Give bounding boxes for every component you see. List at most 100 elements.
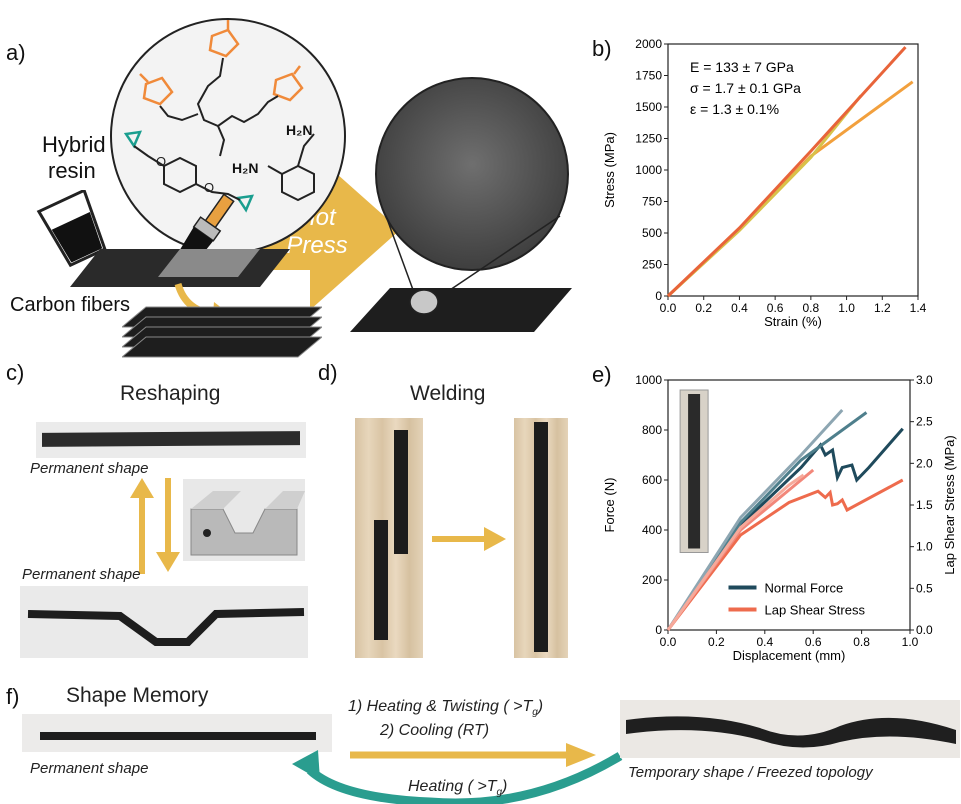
y-tick-label: 1250 <box>635 132 662 146</box>
permanent-strip-photo <box>22 714 332 752</box>
caption-permanent-shape-3: Permanent shape <box>30 760 149 777</box>
step2-text: 2) Cooling (RT) <box>380 722 490 739</box>
series-line-2 <box>666 408 844 631</box>
y-tick-label: 0 <box>655 289 662 303</box>
x-tick-label: 0.6 <box>767 301 784 315</box>
panel-f-label: f) <box>6 684 20 709</box>
carbonate-group-3 <box>272 65 304 102</box>
y-tick-label: 200 <box>642 573 662 587</box>
hybrid-resin-label-line1: Hybrid <box>42 132 106 157</box>
y-tick-label: 1750 <box>635 69 662 83</box>
amine-label-1: H₂N <box>286 122 313 138</box>
y-tick-label: 2000 <box>635 37 662 51</box>
x-tick-label: 0.4 <box>756 635 773 649</box>
annotation-0: E = 133 ± 7 GPa <box>690 59 794 75</box>
caption-permanent-shape-2: Permanent shape <box>22 566 141 583</box>
epoxide-group-1 <box>123 130 143 149</box>
legend-label-0: Normal Force <box>765 581 844 596</box>
annotation-2: ε = 1.3 ± 0.1% <box>690 101 779 117</box>
epoxide-group-2 <box>235 194 255 213</box>
stress-strain-chart: 0.0 0.2 0.4 0.6 0.8 1.0 1.2 1.4 0 250 500 750 1000 12… <box>602 37 927 329</box>
carbonate-group-2 <box>139 73 174 106</box>
x-tick-label: 0.6 <box>805 635 822 649</box>
y-tick-label: 250 <box>642 258 662 272</box>
svg-text:O: O <box>204 180 214 195</box>
panel-c-label: c) <box>6 360 25 385</box>
y-right-tick-label: 1.5 <box>916 498 933 512</box>
x-axis-label: Displacement (mm) <box>733 648 846 663</box>
y-right-tick-label: 3.0 <box>916 373 933 387</box>
mold-photo <box>183 479 305 561</box>
carbon-fiber-sheet <box>70 249 290 287</box>
lap-shear-chart: 0.0 0.2 0.4 0.6 0.8 1.0 0 200 400 600 800 1000 0.0 0.… <box>602 373 957 663</box>
y-axis-label: Stress (MPa) <box>602 132 617 208</box>
y-tick-label: 0 <box>655 623 662 637</box>
hot-press-label-line2: Press <box>286 232 348 259</box>
legend-label-1: Lap Shear Stress <box>765 603 866 618</box>
composite-zoom-view <box>350 77 572 332</box>
y-right-tick-label: 0.5 <box>916 581 933 595</box>
bent-strip-photo <box>20 586 308 658</box>
y-tick-label: 600 <box>642 473 662 487</box>
caption-permanent-shape-1: Permanent shape <box>30 460 149 477</box>
series-line-1 <box>666 94 863 298</box>
shape-memory-title: Shape Memory <box>66 684 209 707</box>
stacked-fiber-sheets <box>122 306 322 358</box>
panel-a-label: a) <box>6 40 26 65</box>
twisted-strip-photo <box>620 700 960 758</box>
carbonate-group-1 <box>208 20 240 58</box>
x-tick-label: 0.0 <box>660 301 677 315</box>
panel-b-label: b) <box>592 36 612 61</box>
reshaping-title: Reshaping <box>120 382 221 405</box>
series-line-3 <box>666 478 904 631</box>
return-text: Heating ( >T <box>408 778 497 795</box>
step1-subscript: g <box>532 707 538 719</box>
inset-specimen-strip <box>688 394 701 549</box>
x-tick-label: 1.0 <box>902 635 919 649</box>
x-tick-label: 0.8 <box>853 635 870 649</box>
carbon-fibers-label: Carbon fibers <box>10 294 131 316</box>
y-tick-label: 1000 <box>635 373 662 387</box>
x-axis-label: Strain (%) <box>764 314 822 329</box>
y-tick-label: 1500 <box>635 100 662 114</box>
series-line-5 <box>666 473 805 631</box>
y-right-tick-label: 2.5 <box>916 415 933 429</box>
series-line-0 <box>666 427 904 631</box>
hybrid-resin-label-line2: resin <box>48 158 96 183</box>
amine-label-2: H₂N <box>232 160 259 176</box>
flat-strip-photo <box>36 422 306 458</box>
return-arrow <box>292 750 623 804</box>
x-tick-label: 1.2 <box>874 301 891 315</box>
return-close: ) <box>502 778 508 795</box>
y-tick-label: 400 <box>642 523 662 537</box>
y-right-tick-label: 0.0 <box>916 623 933 637</box>
y-tick-label: 750 <box>642 195 662 209</box>
welding-after-photo <box>514 418 568 658</box>
welding-title: Welding <box>410 382 486 405</box>
step1-close: ) <box>537 698 544 715</box>
step1-text: 1) Heating & Twisting ( >T <box>348 698 533 715</box>
y-axis-label-right: Lap Shear Stress (MPa) <box>942 435 957 574</box>
svg-text:O: O <box>156 154 166 169</box>
x-tick-label: 0.4 <box>731 301 748 315</box>
caption-temporary-shape: Temporary shape / Freezed topology <box>628 764 873 781</box>
series-line-2 <box>666 46 907 298</box>
panel-d-label: d) <box>318 360 338 385</box>
forward-arrow <box>350 743 596 767</box>
welding-arrow <box>432 527 506 551</box>
x-tick-label: 0.8 <box>803 301 820 315</box>
x-tick-label: 0.2 <box>708 635 725 649</box>
y-right-tick-label: 2.0 <box>916 456 933 470</box>
y-tick-label: 1000 <box>635 163 662 177</box>
x-tick-label: 1.4 <box>910 301 927 315</box>
x-tick-label: 0.0 <box>660 635 677 649</box>
y-right-tick-label: 1.0 <box>916 540 933 554</box>
welding-before-photo <box>355 418 423 658</box>
y-axis-label: Force (N) <box>602 478 617 533</box>
reshape-double-arrow <box>130 478 180 574</box>
panel-e-label: e) <box>592 362 612 387</box>
y-tick-label: 500 <box>642 226 662 240</box>
annotation-1: σ = 1.7 ± 0.1 GPa <box>690 80 801 96</box>
y-tick-label: 800 <box>642 423 662 437</box>
x-tick-label: 1.0 <box>838 301 855 315</box>
